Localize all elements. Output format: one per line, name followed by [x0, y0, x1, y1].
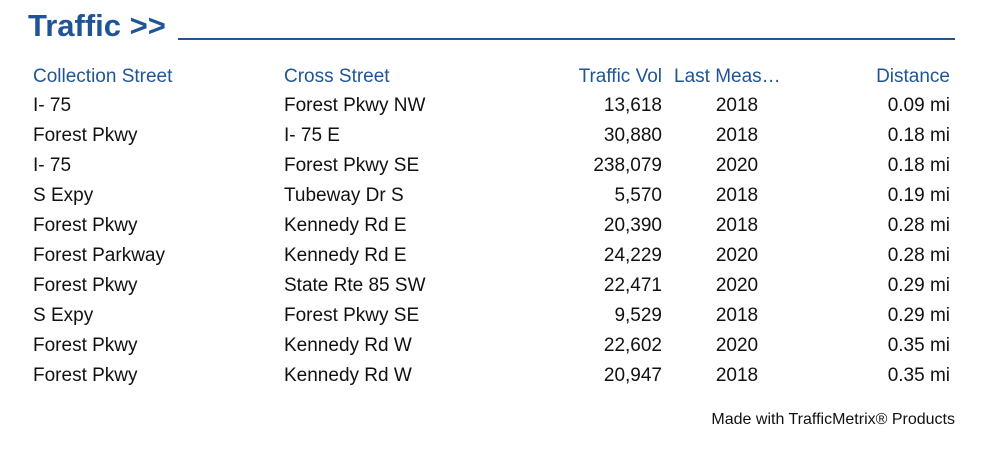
column-header: Last Meas… [674, 66, 781, 87]
distance-cell: 0.35 mi [887, 365, 950, 386]
last-measured-cell: 2020 [715, 335, 759, 356]
distance-cell: 0.28 mi [887, 215, 950, 236]
traffic-volume-cell: 24,229 [603, 245, 662, 266]
cross-street-cell: I- 75 E [284, 125, 340, 146]
column-header: Collection Street [33, 66, 173, 87]
collection-street-cell: Forest Pkwy [33, 215, 138, 236]
cross-street-cell: Kennedy Rd W [284, 365, 412, 386]
distance-cell: 0.19 mi [887, 185, 950, 206]
collection-street-cell: Forest Pkwy [33, 125, 138, 146]
title: Traffic >> [28, 8, 166, 43]
distance-cell: 0.28 mi [887, 245, 950, 266]
cross-street-cell: Forest Pkwy NW [284, 95, 426, 116]
distance-cell: 0.18 mi [887, 125, 950, 146]
collection-street-cell: Forest Parkway [33, 245, 165, 266]
collection-street-cell: I- 75 [33, 155, 72, 176]
cross-street-cell: Kennedy Rd W [284, 335, 412, 356]
collection-street-cell: Forest Pkwy [33, 275, 138, 296]
cross-street-cell: Kennedy Rd E [284, 245, 407, 266]
last-measured-cell: 2020 [715, 155, 759, 176]
cross-street-cell: Tubeway Dr S [284, 185, 404, 206]
collection-street-cell: S Expy [33, 185, 94, 206]
traffic-volume-cell: 9,529 [614, 305, 662, 326]
last-measured-cell: 2018 [715, 185, 759, 206]
cross-street-cell: Forest Pkwy SE [284, 305, 420, 326]
title-rule [178, 38, 955, 40]
cross-street-cell: Forest Pkwy SE [284, 155, 420, 176]
column-header: Traffic Vol [578, 66, 662, 87]
last-measured-cell: 2018 [715, 305, 759, 326]
distance-cell: 0.29 mi [887, 305, 950, 326]
traffic-volume-cell: 22,602 [603, 335, 662, 356]
last-measured-cell: 2018 [715, 125, 759, 146]
traffic-volume-cell: 22,471 [603, 275, 662, 296]
column-header: Distance [876, 66, 950, 87]
last-measured-cell: 2018 [715, 215, 759, 236]
traffic-volume-cell: 20,947 [603, 365, 662, 386]
last-measured-cell: 2018 [715, 365, 759, 386]
cross-street-cell: Kennedy Rd E [284, 215, 407, 236]
traffic-volume-cell: 13,618 [603, 95, 662, 116]
collection-street-cell: I- 75 [33, 95, 72, 116]
last-measured-cell: 2018 [715, 95, 759, 116]
column-header: Cross Street [284, 66, 390, 87]
distance-cell: 0.35 mi [887, 335, 950, 356]
traffic-volume-cell: 238,079 [593, 155, 662, 176]
last-measured-cell: 2020 [715, 245, 759, 266]
collection-street-cell: Forest Pkwy [33, 335, 138, 356]
distance-cell: 0.29 mi [887, 275, 950, 296]
traffic-volume-cell: 5,570 [614, 185, 662, 206]
traffic-volume-cell: 20,390 [603, 215, 662, 236]
traffic-volume-cell: 30,880 [603, 125, 662, 146]
footer-credit: Made with TrafficMetrix® Products [711, 411, 955, 428]
last-measured-cell: 2020 [715, 275, 759, 296]
collection-street-cell: Forest Pkwy [33, 365, 138, 386]
distance-cell: 0.09 mi [887, 95, 950, 116]
distance-cell: 0.18 mi [887, 155, 950, 176]
collection-street-cell: S Expy [33, 305, 94, 326]
cross-street-cell: State Rte 85 SW [284, 275, 426, 296]
